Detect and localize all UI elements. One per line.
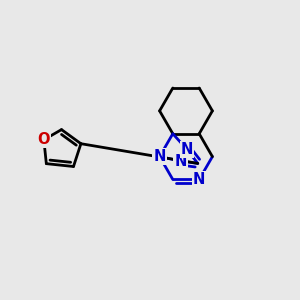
Text: N: N xyxy=(181,142,193,157)
Text: N: N xyxy=(174,154,187,169)
Text: N: N xyxy=(153,149,166,164)
Text: O: O xyxy=(38,132,50,147)
Text: N: N xyxy=(193,172,206,187)
